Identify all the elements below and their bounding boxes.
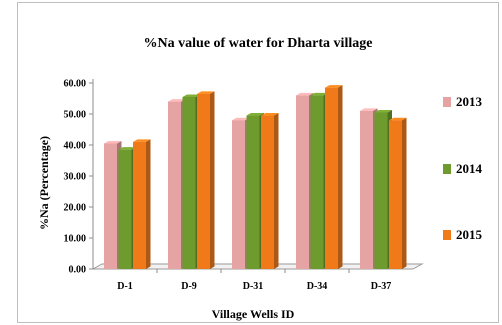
legend-swatch-2015 [443,230,451,240]
bar-D-37-2015 [389,117,407,269]
legend-swatch-2013 [443,97,451,107]
legend-label-2014: 2014 [456,161,483,176]
x-tick-label-D-34: D-34 [307,281,328,292]
chart-title: %Na value of water for Dharta village [144,36,373,51]
y-tick-label-4: 40.00 [64,141,87,152]
legend-label-2013: 2013 [456,94,483,109]
bar-D-9-2015 [197,91,215,269]
x-tick-label-D-1: D-1 [117,281,133,292]
y-tick-label-0: 0.00 [69,265,87,276]
legend-swatch-2014 [443,164,451,174]
bar-D-34-2015 [325,85,343,270]
y-tick-label-1: 10.00 [64,234,87,245]
chart-frame: %Na value of water for Dharta village %N… [17,2,499,323]
y-tick-label-6: 60.00 [64,79,87,90]
y-tick-label-5: 50.00 [64,110,87,121]
legend-label-2015: 2015 [456,227,483,242]
bar-D-31-2015 [261,113,279,269]
bar-D-1-2013 [104,140,122,269]
legend: 2013 2014 2015 [443,94,483,242]
plot-area: 0.00 10.00 20.00 30.00 40.00 50.00 60.00 D-1 D-9… [64,79,424,292]
x-axis-label: Village Wells ID [212,307,295,321]
bar-chart: %Na value of water for Dharta village %N… [37,36,483,321]
y-tick-label-3: 30.00 [64,172,87,183]
y-tick-label-2: 20.00 [64,203,87,214]
bar-D-1-2015 [133,139,151,269]
x-tick-label-D-9: D-9 [181,281,197,292]
y-axis-label: %Na (Percentage) [37,136,51,230]
x-tick-label-D-37: D-37 [371,281,392,292]
x-tick-label-D-31: D-31 [243,281,264,292]
